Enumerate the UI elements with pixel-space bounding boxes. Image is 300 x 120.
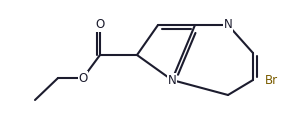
Text: Br: Br xyxy=(265,73,278,87)
Text: N: N xyxy=(168,73,176,87)
Text: O: O xyxy=(95,18,105,31)
Text: O: O xyxy=(78,72,88,84)
Text: N: N xyxy=(224,18,232,31)
